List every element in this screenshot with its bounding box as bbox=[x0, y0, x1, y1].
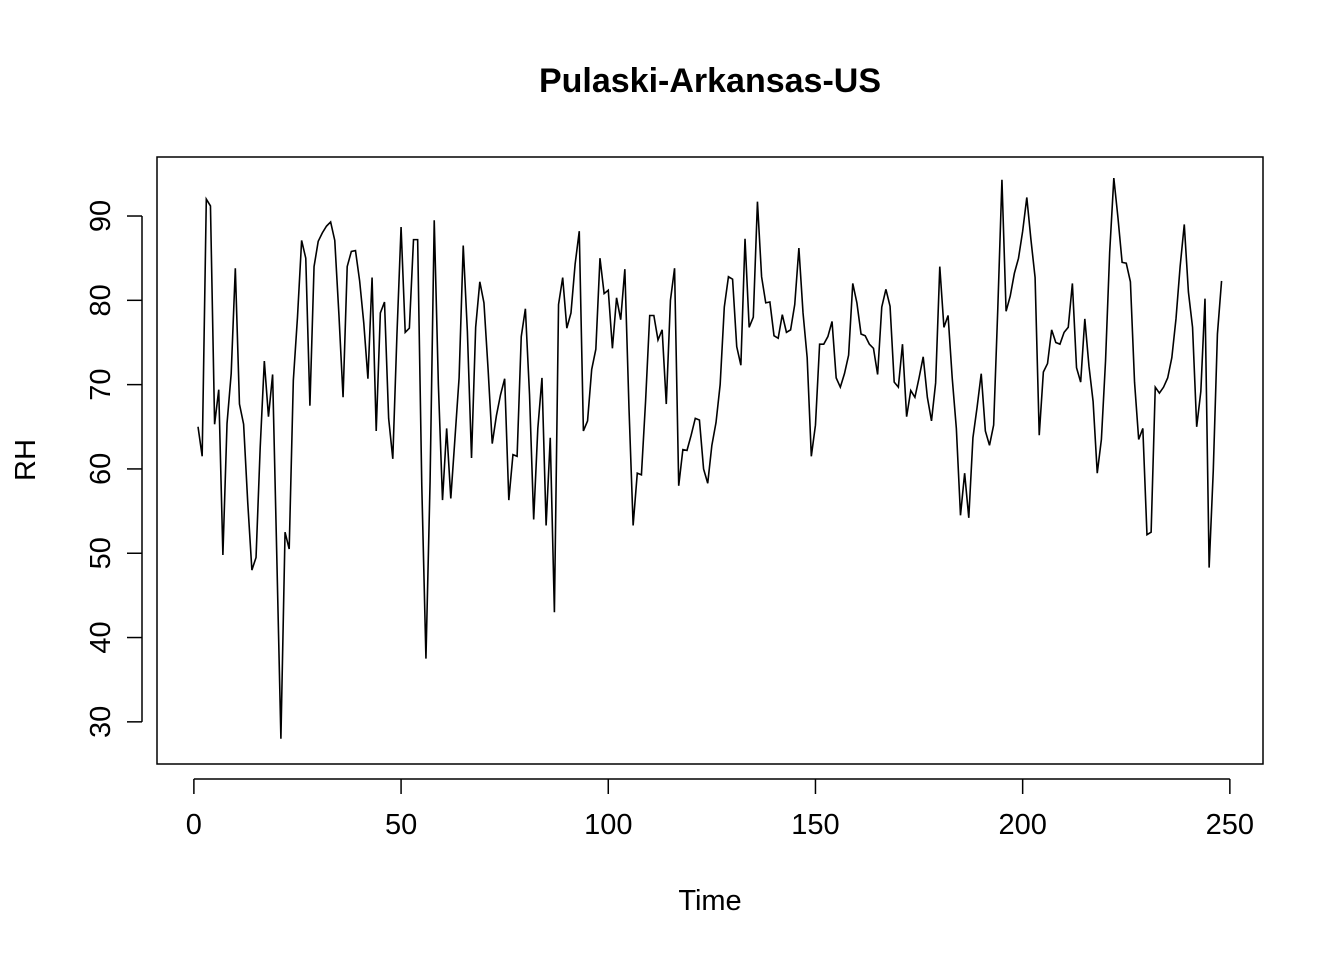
y-axis: 30 40 50 60 70 80 90 bbox=[85, 200, 143, 738]
y-tick-label: 50 bbox=[85, 537, 117, 569]
plot-frame bbox=[156, 156, 1264, 765]
y-tick-label: 90 bbox=[85, 200, 117, 232]
x-tick-label: 0 bbox=[186, 809, 202, 841]
x-tick-label: 100 bbox=[584, 809, 632, 841]
x-tick-label: 150 bbox=[791, 809, 839, 841]
series-group bbox=[197, 177, 1223, 739]
y-tick-label: 70 bbox=[85, 368, 117, 400]
y-tick-label: 80 bbox=[85, 284, 117, 316]
x-axis-label: Time bbox=[678, 885, 741, 917]
y-tick-label: 40 bbox=[85, 621, 117, 653]
x-tick-label: 50 bbox=[385, 809, 417, 841]
y-axis-label: RH bbox=[10, 439, 42, 481]
series-line bbox=[197, 177, 1223, 739]
x-axis: 0 50 100 150 200 250 bbox=[186, 778, 1254, 841]
chart-title: Pulaski-Arkansas-US bbox=[539, 62, 881, 100]
y-tick-label: 30 bbox=[85, 706, 117, 738]
y-tick-label: 60 bbox=[85, 453, 117, 485]
x-tick-label: 250 bbox=[1206, 809, 1254, 841]
x-tick-label: 200 bbox=[998, 809, 1046, 841]
